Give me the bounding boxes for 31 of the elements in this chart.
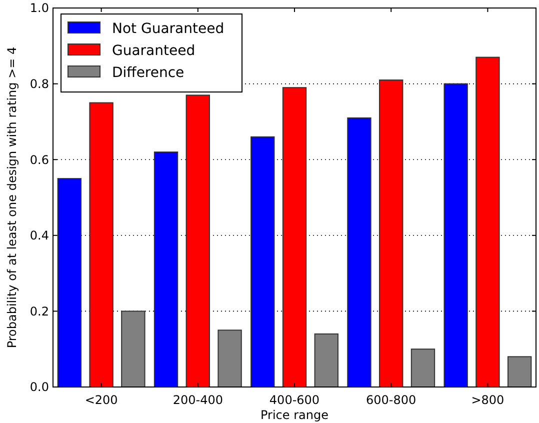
x-tick-label: 200-400 [172,393,223,407]
y-tick-label: 1.0 [30,1,49,16]
x-axis-title: Price range [260,408,328,422]
y-axis-title: Probability of at least one design with rating >= 4 [5,46,19,348]
bar [410,348,436,388]
bar [218,330,242,388]
bar [57,178,82,388]
bar [347,117,372,388]
bar [379,80,404,388]
y-tick-label: 0.8 [30,77,49,91]
legend-label: Not Guaranteed [112,20,224,37]
bar [89,102,114,388]
bar [282,87,307,388]
bar [444,83,468,388]
bar [186,94,210,388]
bar [121,310,146,388]
bar [476,56,500,388]
x-tick-label: >800 [471,393,504,407]
legend-label: Guaranteed [112,42,196,59]
legend-label: Difference [112,64,184,81]
bar [154,152,178,388]
x-tick-label: 400-600 [269,393,320,407]
bar [314,333,338,388]
y-tick-label: 0.6 [30,152,49,167]
x-tick-label: 600-800 [366,393,416,407]
y-tick-label: 0.2 [30,304,49,318]
bar [250,136,275,388]
bar [507,356,532,388]
y-tick-label: 0.4 [30,228,49,243]
x-tick-label: <200 [84,393,118,407]
y-tick-label: 0.0 [30,380,49,394]
